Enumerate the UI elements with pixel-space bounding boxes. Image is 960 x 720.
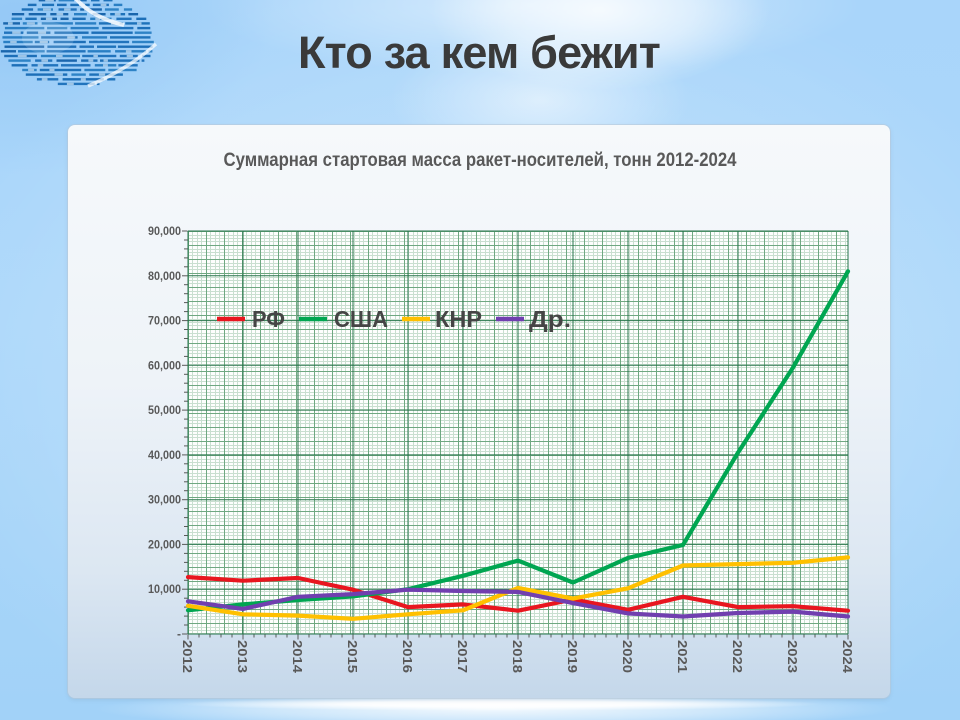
svg-text:50,000: 50,000: [148, 403, 181, 417]
svg-text:2024: 2024: [840, 640, 855, 674]
svg-text:30,000: 30,000: [148, 493, 181, 507]
svg-text:80,000: 80,000: [148, 269, 181, 283]
svg-text:2013: 2013: [235, 640, 250, 673]
svg-text:60,000: 60,000: [148, 358, 181, 372]
svg-text:РФ: РФ: [252, 306, 285, 332]
svg-text:70,000: 70,000: [148, 314, 181, 328]
svg-text:10,000: 10,000: [148, 582, 181, 596]
svg-text:90,000: 90,000: [148, 224, 181, 238]
svg-text:2023: 2023: [785, 640, 800, 673]
svg-text:Суммарная стартовая масса раке: Суммарная стартовая масса ракет-носителе…: [224, 150, 737, 171]
svg-text:2019: 2019: [565, 640, 580, 673]
svg-text:-: -: [177, 627, 181, 641]
svg-text:2018: 2018: [510, 640, 525, 673]
svg-text:2021: 2021: [675, 640, 690, 673]
svg-text:США: США: [334, 306, 388, 332]
svg-text:2014: 2014: [290, 640, 305, 674]
svg-text:20,000: 20,000: [148, 537, 181, 551]
svg-text:2022: 2022: [730, 640, 745, 673]
svg-text:2016: 2016: [400, 640, 415, 673]
svg-text:2015: 2015: [345, 640, 360, 673]
svg-text:Др.: Др.: [529, 306, 571, 332]
svg-text:КНР: КНР: [435, 306, 482, 332]
svg-text:2017: 2017: [455, 640, 470, 673]
svg-text:2012: 2012: [180, 640, 195, 673]
svg-text:2020: 2020: [620, 640, 635, 673]
svg-text:40,000: 40,000: [148, 448, 181, 462]
